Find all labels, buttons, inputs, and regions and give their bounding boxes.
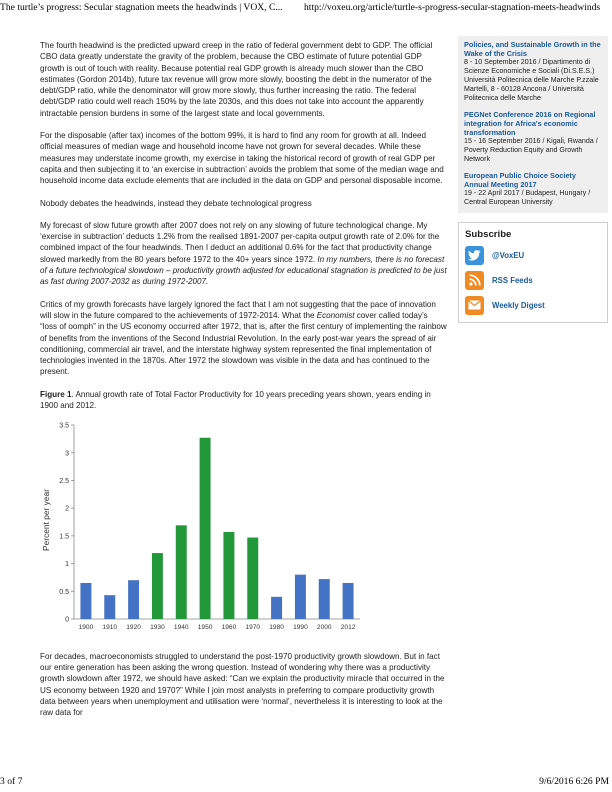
x-tick-label: 1900 xyxy=(79,624,94,631)
event-details: 15 - 16 September 2016 / Kigali, Rwanda … xyxy=(464,137,598,163)
figure-1: Figure 1. Annual growth rate of Total Fa… xyxy=(40,389,447,643)
section-subheading: Nobody debates the headwinds, instead th… xyxy=(40,198,312,208)
figure-caption: Figure 1. Annual growth rate of Total Fa… xyxy=(40,389,447,412)
print-header: The turtle’s progress: Secular stagnatio… xyxy=(0,0,612,18)
event-details: 19 - 22 April 2017 / Budapest, Hungary /… xyxy=(464,189,591,206)
x-tick-label: 1910 xyxy=(102,624,117,631)
subscribe-digest[interactable]: Weekly Digest xyxy=(463,294,603,316)
x-tick-label: 2012 xyxy=(341,624,356,631)
bar-1970 xyxy=(247,537,259,620)
paragraph-macroeconomists: For decades, macroeconomists struggled t… xyxy=(40,651,445,718)
economist-reference: Economist xyxy=(316,310,355,320)
paragraph-disposable-income: For the disposable (after tax) incomes o… xyxy=(40,131,444,186)
rss-icon xyxy=(465,270,484,290)
paragraph-fourth-headwind: The fourth headwind is the predicted upw… xyxy=(40,41,433,118)
figure-caption-text: . Annual growth rate of Total Factor Pro… xyxy=(40,389,431,411)
event-title-link[interactable]: European Public Choice Society Annual Me… xyxy=(464,171,576,189)
paragraph-critics-a: Critics of my growth forecasts have larg… xyxy=(40,299,436,320)
bar-1950 xyxy=(199,438,211,620)
y-tick-label: 1.5 xyxy=(59,534,69,541)
y-tick-label: 1 xyxy=(65,561,69,568)
print-page-number: 3 of 7 xyxy=(0,776,23,787)
chart-bars xyxy=(80,438,354,620)
paragraph-critics-b: cover called today’s “loss of oomph” in … xyxy=(40,310,447,377)
paragraph-forecast: My forecast of slow future growth after … xyxy=(40,220,447,288)
y-tick-label: 3 xyxy=(65,451,69,458)
y-tick-label: 3.5 xyxy=(59,423,69,430)
paragraph-critics: Critics of my growth forecasts have larg… xyxy=(40,299,447,378)
figure-label: Figure 1 xyxy=(40,389,72,399)
subscribe-digest-label[interactable]: Weekly Digest xyxy=(492,300,545,310)
subscribe-rss[interactable]: RSS Feeds xyxy=(463,269,603,291)
y-axis-label: Percent per year xyxy=(41,489,51,551)
bar-1990 xyxy=(294,574,306,620)
subscribe-twitter[interactable]: @VoxEU xyxy=(463,244,603,266)
twitter-icon xyxy=(465,245,484,265)
bar-1930 xyxy=(151,553,163,620)
subscribe-rss-label[interactable]: RSS Feeds xyxy=(492,275,533,285)
x-tick-label: 1920 xyxy=(126,624,141,631)
x-ticks: 1900 1910 1920 1930 1940 1950 1960 1970 1980 1990… xyxy=(79,624,356,631)
x-tick-label: 2000 xyxy=(317,624,332,631)
bar-1910 xyxy=(104,595,116,620)
events-box: Policies, and Sustainable Growth in the … xyxy=(458,36,608,213)
bar-1960 xyxy=(223,532,235,620)
chart-axes xyxy=(73,425,360,620)
paragraph-forecast-text: My forecast of slow future growth after … xyxy=(40,220,440,264)
bar-1940 xyxy=(175,525,187,620)
y-tick-label: 2 xyxy=(65,506,69,513)
x-tick-label: 1940 xyxy=(174,624,189,631)
tfp-bar-chart: Percent per year 00.511.522.533.5 1900 19… xyxy=(41,423,360,631)
print-header-title: The turtle’s progress: Secular stagnatio… xyxy=(0,2,283,13)
subscribe-title: Subscribe xyxy=(465,229,512,240)
event-item: PEGNet Conference 2016 on Regional integ… xyxy=(464,110,602,164)
y-tick-label: 2.5 xyxy=(59,478,69,485)
x-tick-label: 1960 xyxy=(222,624,237,631)
event-title-link[interactable]: PEGNet Conference 2016 on Regional integ… xyxy=(464,110,596,137)
event-item: Policies, and Sustainable Growth in the … xyxy=(464,40,602,103)
print-header-url: http://voxeu.org/article/turtle-s-progre… xyxy=(304,2,601,13)
bar-1980 xyxy=(271,597,283,620)
event-title-link[interactable]: Policies, and Sustainable Growth in the … xyxy=(464,40,601,58)
print-datetime: 9/6/2016 6:26 PM xyxy=(539,776,609,787)
bar-1920 xyxy=(128,580,140,620)
envelope-icon xyxy=(465,295,484,315)
subscribe-twitter-label[interactable]: @VoxEU xyxy=(492,250,525,260)
bar-2000 xyxy=(318,579,330,620)
event-item: European Public Choice Society Annual Me… xyxy=(464,171,602,207)
x-tick-label: 1970 xyxy=(245,624,260,631)
x-tick-label: 1950 xyxy=(198,624,213,631)
sidebar: Policies, and Sustainable Growth in the … xyxy=(458,36,608,323)
paragraph-forecast-italic: In my numbers, there is no forecast of a… xyxy=(40,254,447,287)
event-details: 8 - 10 September 2016 / Dipartimento di … xyxy=(464,58,599,102)
subscribe-box: Subscribe @VoxEU RSS Feeds Weekly Digest xyxy=(458,222,608,323)
article-body: The fourth headwind is the predicted upw… xyxy=(40,40,447,729)
x-tick-label: 1980 xyxy=(269,624,284,631)
y-tick-label: 0 xyxy=(65,617,69,624)
bar-2012 xyxy=(342,583,354,620)
x-tick-label: 1990 xyxy=(293,624,308,631)
y-ticks: 0 0.5 1 1.5 2 2.5 3 3.5 xyxy=(59,423,74,624)
bar-1900 xyxy=(80,583,92,620)
y-tick-label: 0.5 xyxy=(59,589,69,596)
x-tick-label: 1930 xyxy=(150,624,165,631)
print-footer: 3 of 7 9/6/2016 6:26 PM xyxy=(0,776,612,790)
